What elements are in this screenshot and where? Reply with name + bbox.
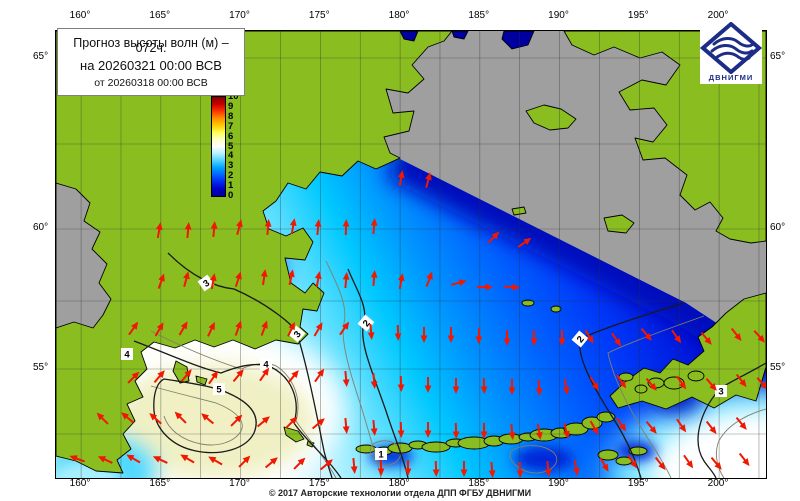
lat-tick-label: 65° (770, 51, 785, 62)
wave-forecast-page: 160°165°170°175°180°185°190°195°200° 160… (0, 0, 800, 501)
colorbar-tick: 3 (228, 161, 233, 170)
svg-text:3: 3 (718, 387, 723, 398)
svg-text:5: 5 (216, 385, 222, 396)
colorbar-tick: 2 (228, 171, 233, 180)
dvnigmi-logo: ДВНИГМИ (700, 22, 762, 84)
lon-tick-label: 165° (149, 10, 170, 21)
lon-tick-label: 160° (70, 10, 91, 21)
forecast-valid-time: на 20260321 00:00 ВСВ (58, 58, 244, 73)
lat-tick-label: 65° (33, 51, 48, 62)
forecast-map: 223334451 (55, 30, 767, 479)
lat-tick-label: 55° (770, 362, 785, 373)
svg-text:1: 1 (378, 450, 384, 461)
copyright-line: © 2017 Авторские технологии отдела ДПП Ф… (0, 488, 800, 498)
logo-label: ДВНИГМИ (700, 73, 762, 82)
colorbar-tick: 5 (228, 142, 233, 151)
colorbar-tick: 1 (228, 181, 233, 190)
colorbar-gradient (211, 96, 226, 197)
lon-tick-label: 180° (389, 10, 410, 21)
lon-tick-label: 185° (468, 10, 489, 21)
lat-tick-label: 60° (770, 222, 785, 233)
lon-tick-label: 170° (229, 10, 250, 21)
colorbar-tick: 9 (228, 102, 233, 111)
map-canvas: 223334451 (56, 31, 766, 478)
logo-emblem (700, 22, 762, 74)
lat-tick-label: 55° (33, 362, 48, 373)
colorbar-tick: 0 (228, 191, 233, 200)
lon-tick-label: 195° (628, 10, 649, 21)
colorbar-tick: 8 (228, 112, 233, 121)
lon-tick-label: 175° (309, 10, 330, 21)
colorbar-tick: 7 (228, 122, 233, 131)
island-st-matthew (512, 207, 526, 215)
lon-tick-label: 190° (548, 10, 569, 21)
svg-text:4: 4 (124, 350, 130, 361)
forecast-title-box: Прогноз высоты волн (м) – 072ч. на 20260… (57, 28, 245, 96)
lon-tick-label: 200° (708, 10, 729, 21)
colorbar-tick: 6 (228, 132, 233, 141)
lat-tick-label: 60° (33, 222, 48, 233)
colorbar-tick: 4 (228, 151, 233, 160)
colorbar-ticks: 109876543210 (228, 96, 246, 195)
forecast-issue-time: от 20260318 00:00 ВСВ (58, 77, 244, 89)
